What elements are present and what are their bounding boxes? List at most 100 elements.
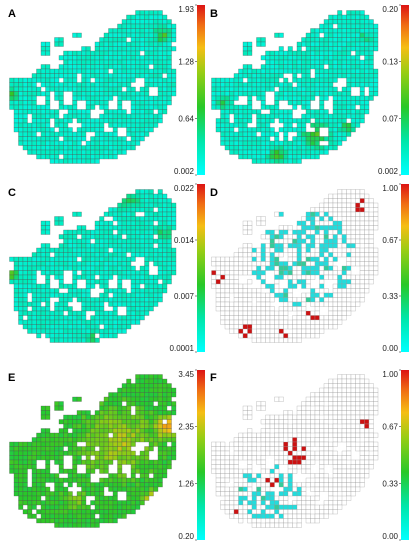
map-cell [220,455,226,461]
map-cell [359,405,365,411]
map-cell [67,140,73,146]
map-cell [323,202,329,208]
map-cell [337,500,343,506]
map-cell [85,86,91,92]
map-cell [126,419,132,425]
map-cell [153,23,159,29]
map-cell [296,100,302,106]
map-cell [81,229,87,235]
map-cell [81,145,87,151]
map-cell [296,405,302,411]
map-cell [117,202,123,208]
map-cell [337,315,343,321]
map-cell [368,73,374,79]
map-cell [49,333,55,339]
map-cell [40,315,46,321]
map-cell [130,198,136,204]
map-cell [13,283,19,289]
map-cell [283,64,289,70]
map-cell [359,68,365,74]
map-cell [305,229,311,235]
map-cell [85,468,91,474]
map-cell [130,252,136,258]
map-cell [90,252,96,258]
map-cell [287,270,293,276]
map-cell [328,131,334,137]
map-cell [337,207,343,213]
map-cell [314,455,320,461]
map-cell [346,131,352,137]
map-cell [283,154,289,160]
map-cell [58,419,64,425]
map-cell [76,319,82,325]
map-cell [99,455,105,461]
map-cell [346,14,352,20]
map-cell [319,455,325,461]
map-cell [364,437,370,443]
map-cell [346,202,352,208]
map-cell [242,504,248,510]
map-cell [153,118,159,124]
map-cell [346,261,352,267]
map-cell [36,265,42,271]
map-cell [337,468,343,474]
map-cell [265,324,271,330]
map-cell [81,306,87,312]
map-cell [247,73,253,79]
map-cell [126,459,132,465]
map-cell [94,122,100,128]
map-cell [328,216,334,222]
map-cell [76,229,82,235]
map-cell [157,401,163,407]
map-cell [18,82,24,88]
map-cell [22,113,28,119]
map-cell [287,118,293,124]
map-cell [148,405,154,411]
map-cell [260,315,266,321]
map-cell [364,428,370,434]
map-cell [292,68,298,74]
map-cell [332,473,338,479]
map-cell [81,288,87,294]
map-cell [76,328,82,334]
map-cell [292,140,298,146]
map-cell [296,441,302,447]
map-cell [121,319,127,325]
map-cell [153,37,159,43]
map-cell [247,46,253,52]
map-cell [296,419,302,425]
map-cell [121,482,127,488]
map-cell [139,292,145,298]
map-cell [18,477,24,483]
map-cell [40,324,46,330]
map-cell [256,216,262,222]
map-cell [337,464,343,470]
map-cell [269,333,275,339]
map-cell [328,405,334,411]
map-cell [130,283,136,289]
map-cell [359,279,365,285]
map-cell [247,225,253,231]
map-cell [305,86,311,92]
map-cell [274,423,280,429]
map-cell [144,310,150,316]
map-cell [130,136,136,142]
map-cell [328,243,334,249]
map-cell [346,477,352,483]
map-cell [157,50,163,56]
map-cell [157,68,163,74]
map-cell [130,229,136,235]
colorbar [197,370,205,540]
map-cell [36,468,42,474]
map-cell [278,428,284,434]
map-cell [144,486,150,492]
map-cell [247,220,253,226]
map-cell [130,122,136,128]
map-cell [278,455,284,461]
map-cell [153,274,159,280]
map-cell [242,82,248,88]
map-cell [18,270,24,276]
map-cell [296,46,302,52]
map-cell [323,109,329,115]
map-cell [341,315,347,321]
